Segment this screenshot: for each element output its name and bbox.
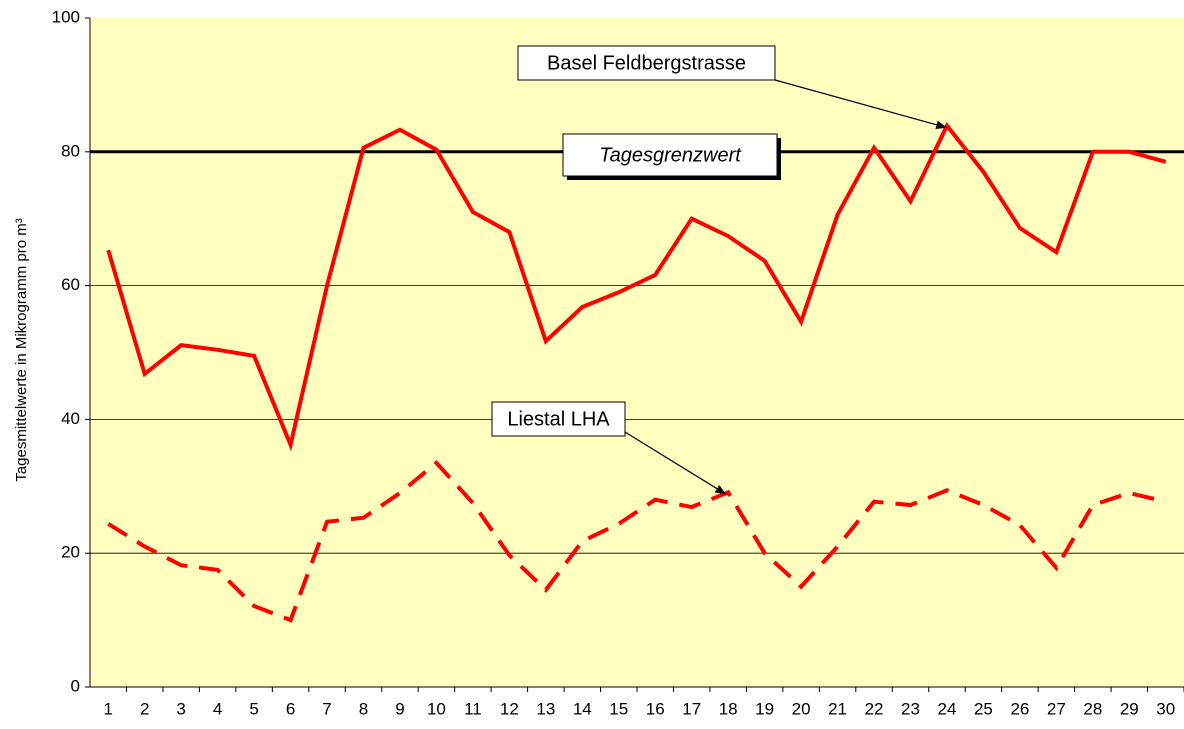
x-tick-label: 24 <box>938 699 957 718</box>
data-line <box>106 121 1167 452</box>
x-tick-label: 4 <box>213 699 222 718</box>
x-tick-label: 15 <box>609 699 628 718</box>
x-tick-label: 6 <box>286 699 295 718</box>
legend-label-box <box>491 401 626 437</box>
x-tick-label: 26 <box>1010 699 1029 718</box>
x-tick-label: 21 <box>828 699 847 718</box>
y-axis-label: Tagesmittelwerte in Mikrogramm pro m³ <box>13 218 30 481</box>
legend-label: Basel Feldbergstrasse <box>547 52 746 74</box>
x-tick-label: 18 <box>719 699 738 718</box>
x-tick-label: 7 <box>322 699 331 718</box>
y-tick-label: 60 <box>61 275 80 294</box>
x-tick-label: 3 <box>176 699 185 718</box>
x-tick-label: 8 <box>359 699 368 718</box>
x-tick-label: 20 <box>792 699 811 718</box>
y-tick-label: 80 <box>61 141 80 160</box>
y-tick-label: 20 <box>61 543 80 562</box>
x-tick-label: 23 <box>901 699 920 718</box>
x-tick-label: 19 <box>755 699 774 718</box>
x-tick-label: 29 <box>1120 699 1139 718</box>
y-tick-label: 100 <box>52 7 80 26</box>
x-tick-label: 10 <box>427 699 446 718</box>
reference-label: Tagesgrenzwert <box>599 144 742 166</box>
x-tick-label: 2 <box>140 699 149 718</box>
x-tick-label: 1 <box>103 699 112 718</box>
plot-area <box>90 18 1184 687</box>
reference-label-box <box>562 133 778 177</box>
data-line <box>107 460 1167 623</box>
x-tick-label: 22 <box>865 699 884 718</box>
x-tick-label: 17 <box>682 699 701 718</box>
x-tick-label: 9 <box>395 699 404 718</box>
annotation-arrow <box>624 431 727 495</box>
x-tick-label: 14 <box>573 699 592 718</box>
annotation-arrow <box>774 79 948 129</box>
x-tick-label: 13 <box>536 699 555 718</box>
legend-label: Liestal LHA <box>507 408 610 430</box>
legend-label-box <box>517 45 776 81</box>
y-tick-label: 40 <box>61 409 80 428</box>
x-tick-label: 25 <box>974 699 993 718</box>
x-tick-label: 12 <box>500 699 519 718</box>
x-tick-label: 27 <box>1047 699 1066 718</box>
x-tick-label: 11 <box>464 699 482 718</box>
x-tick-label: 5 <box>249 699 258 718</box>
x-tick-label: 30 <box>1156 699 1175 718</box>
x-tick-label: 28 <box>1083 699 1102 718</box>
y-tick-label: 0 <box>71 676 80 695</box>
x-tick-label: 16 <box>646 699 665 718</box>
